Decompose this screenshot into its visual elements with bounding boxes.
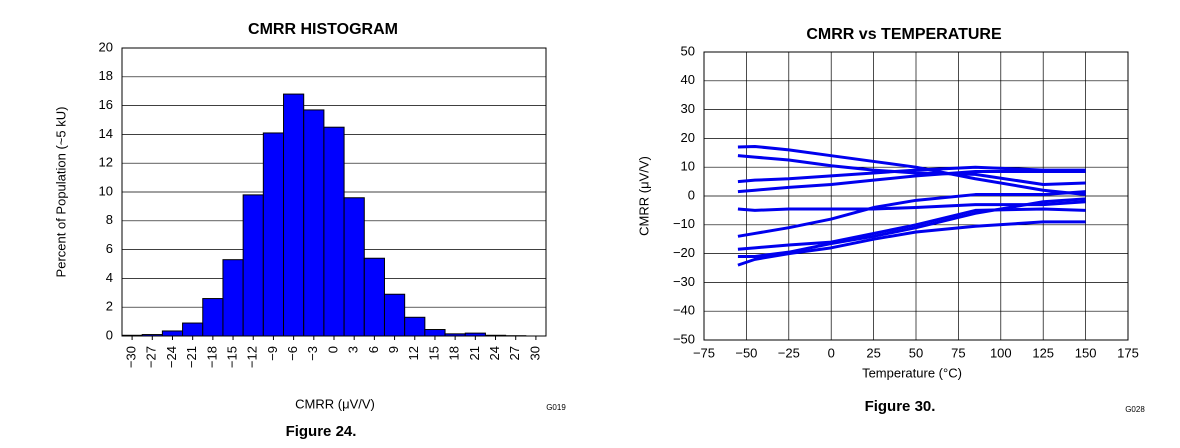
y-axis-label: CMRR (μV/V) <box>636 156 651 236</box>
y-tick-label: 50 <box>681 43 695 58</box>
series-line <box>737 170 1086 194</box>
series-line <box>737 144 1086 197</box>
x-tick-label: 75 <box>951 345 965 360</box>
y-tick-label: −10 <box>673 216 695 231</box>
x-tick-label: 150 <box>1075 345 1097 360</box>
x-tick-label: 27 <box>507 346 522 360</box>
bar <box>424 329 446 337</box>
x-tick-label: 0 <box>828 345 835 360</box>
x-tick-label: −30 <box>124 346 139 368</box>
series-line <box>737 197 1086 258</box>
y-tick-label: 0 <box>688 187 695 202</box>
figure-code: G028 <box>1125 405 1145 414</box>
chart-title: CMRR vs TEMPERATURE <box>806 26 1002 43</box>
y-tick-label: 20 <box>681 130 695 145</box>
series-line <box>737 154 1086 186</box>
x-tick-label: −6 <box>285 346 300 361</box>
series-line <box>737 165 1086 184</box>
x-tick-label: −9 <box>265 346 280 361</box>
x-tick-label: 15 <box>426 346 441 360</box>
bar <box>303 109 325 337</box>
bar <box>363 257 385 337</box>
y-tick-label: −20 <box>673 245 695 260</box>
bar <box>161 330 184 337</box>
bar <box>323 126 345 337</box>
bar <box>283 93 305 337</box>
x-tick-label: 50 <box>909 345 923 360</box>
y-tick-label: 10 <box>681 159 695 174</box>
bar <box>343 197 365 337</box>
y-tick-label: −50 <box>673 331 695 346</box>
x-tick-label: 175 <box>1117 345 1139 360</box>
y-tick-label: 4 <box>106 270 113 285</box>
y-tick-label: 0 <box>106 327 113 342</box>
bar <box>182 322 204 337</box>
x-tick-label: −3 <box>305 346 320 361</box>
bar <box>404 316 426 337</box>
chart-title: CMRR HISTOGRAM <box>248 21 398 38</box>
bar <box>262 132 285 337</box>
figure-caption: Figure 30. <box>865 398 936 415</box>
y-tick-label: 2 <box>106 299 113 314</box>
bar <box>141 334 163 337</box>
x-axis-label: CMRR (μV/V) <box>295 396 375 411</box>
plot-frame <box>703 51 1129 341</box>
x-tick-label: 125 <box>1032 345 1054 360</box>
y-tick-label: 8 <box>106 212 113 227</box>
x-tick-label: −15 <box>224 346 239 368</box>
x-tick-label: −27 <box>144 346 159 368</box>
x-tick-label: 18 <box>447 346 462 360</box>
x-tick-label: 100 <box>990 345 1012 360</box>
series-line <box>737 220 1086 267</box>
y-tick-label: 16 <box>99 97 113 112</box>
y-tick-label: 14 <box>99 126 113 141</box>
y-tick-label: −30 <box>673 274 695 289</box>
y-tick-label: 10 <box>99 183 113 198</box>
bar <box>121 334 143 337</box>
x-tick-label: 0 <box>325 346 340 353</box>
x-tick-label: −75 <box>693 345 715 360</box>
bar <box>383 293 406 337</box>
x-tick-label: −25 <box>778 345 800 360</box>
figure-code: G019 <box>546 403 566 412</box>
y-tick-label: 40 <box>681 72 695 87</box>
x-tick-label: 6 <box>366 346 381 353</box>
x-tick-label: 21 <box>467 346 482 360</box>
bar <box>464 332 486 337</box>
bar <box>444 333 466 337</box>
x-tick-label: −12 <box>245 346 260 368</box>
y-axis-label: Percent of Population (~5 kU) <box>53 107 68 278</box>
y-tick-label: 30 <box>681 101 695 116</box>
bar <box>222 259 244 337</box>
x-tick-label: 3 <box>346 346 361 353</box>
y-tick-label: 6 <box>106 241 113 256</box>
y-tick-label: 20 <box>99 39 113 54</box>
x-tick-label: −50 <box>735 345 757 360</box>
x-axis-label: Temperature (°C) <box>862 365 962 380</box>
y-tick-label: −40 <box>673 303 695 318</box>
bar <box>484 334 507 337</box>
x-tick-label: −18 <box>204 346 219 368</box>
x-tick-label: 24 <box>487 346 502 360</box>
y-tick-label: 12 <box>99 155 113 170</box>
x-tick-label: 9 <box>386 346 401 353</box>
bar <box>202 298 224 337</box>
x-tick-label: 25 <box>866 345 880 360</box>
figure-caption: Figure 24. <box>286 423 357 440</box>
series-line <box>737 207 1086 251</box>
x-tick-label: −21 <box>184 346 199 368</box>
series-line <box>737 190 1086 238</box>
y-tick-label: 18 <box>99 68 113 83</box>
bar <box>242 194 264 337</box>
x-tick-label: 12 <box>406 346 421 360</box>
x-tick-label: 30 <box>527 346 542 360</box>
x-tick-label: −24 <box>164 346 179 368</box>
